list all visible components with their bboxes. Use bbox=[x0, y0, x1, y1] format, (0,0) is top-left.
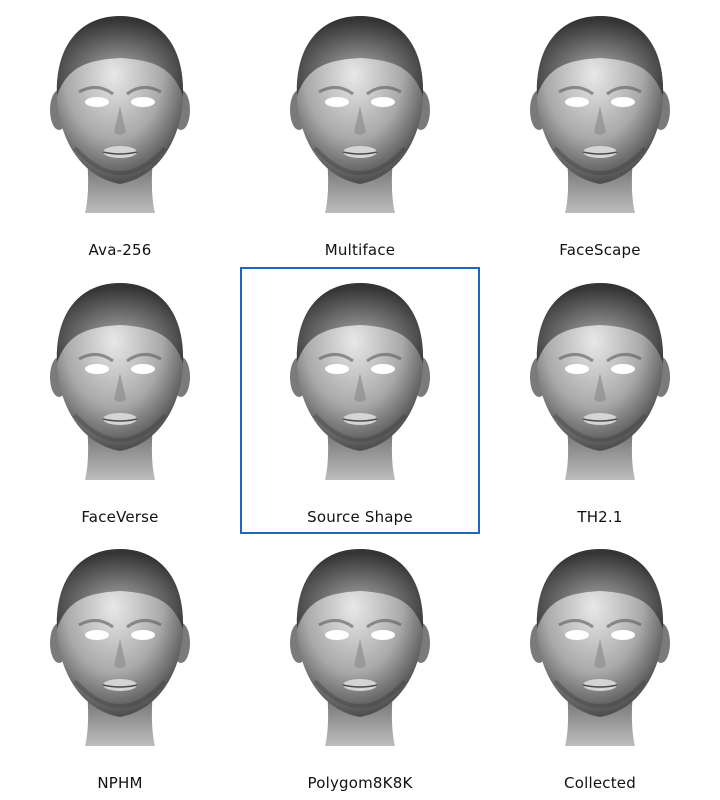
cell-label: FaceVerse bbox=[81, 508, 159, 526]
cell-label: NPHM bbox=[97, 774, 143, 792]
cell-label: Ava-256 bbox=[88, 241, 152, 259]
face-mesh-render bbox=[525, 275, 675, 485]
cell-label: Polygom8K8K bbox=[307, 774, 413, 792]
cell-label: Collected bbox=[564, 774, 636, 792]
face-mesh-render bbox=[45, 275, 195, 485]
face-mesh-render bbox=[45, 541, 195, 751]
grid-cell: Multiface bbox=[240, 0, 480, 267]
grid-cell: FaceVerse bbox=[0, 267, 240, 534]
grid-cell-source: Source Shape bbox=[240, 267, 480, 534]
cell-label: TH2.1 bbox=[577, 508, 623, 526]
grid-cell: Collected bbox=[480, 533, 720, 800]
face-mesh-render bbox=[525, 541, 675, 751]
cell-label: FaceScape bbox=[559, 241, 641, 259]
face-mesh-render bbox=[285, 541, 435, 751]
cell-label: Source Shape bbox=[307, 508, 413, 526]
face-mesh-render bbox=[285, 8, 435, 218]
face-mesh-render bbox=[525, 8, 675, 218]
grid-cell: Ava-256 bbox=[0, 0, 240, 267]
cell-label: Multiface bbox=[324, 241, 396, 259]
face-mesh-render bbox=[45, 8, 195, 218]
source-highlight-frame bbox=[240, 267, 480, 534]
grid-cell: FaceScape bbox=[480, 0, 720, 267]
grid-cell: TH2.1 bbox=[480, 267, 720, 534]
grid-cell: NPHM bbox=[0, 533, 240, 800]
grid-cell: Polygom8K8K bbox=[240, 533, 480, 800]
